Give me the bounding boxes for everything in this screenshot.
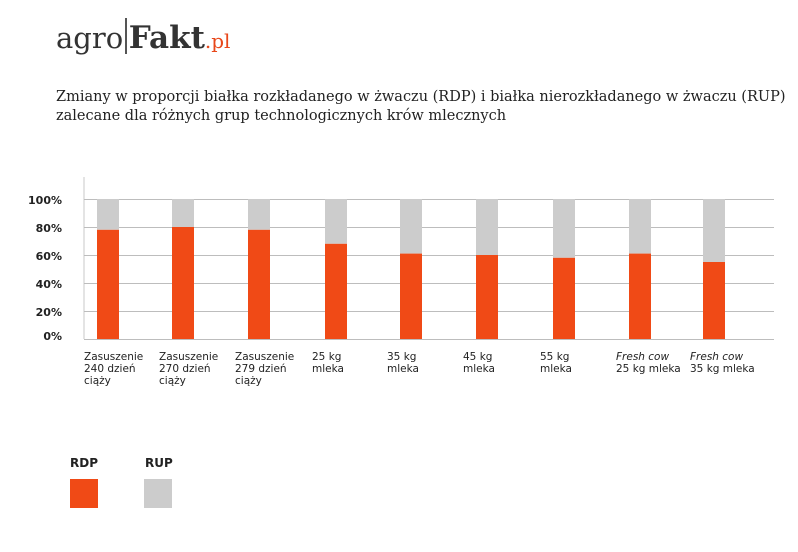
logo-fakt: Fakt xyxy=(128,20,205,56)
x-category-label: Zasuszenie xyxy=(235,351,294,363)
x-category-label: ciąży xyxy=(235,375,262,387)
x-category-label: 240 dzień xyxy=(84,363,136,375)
logo-agro: agro xyxy=(56,21,124,55)
logo-separator xyxy=(125,18,127,54)
x-category-label: Zasuszenie xyxy=(84,351,143,363)
x-category-label: mleka xyxy=(312,363,344,375)
bar-rup xyxy=(248,199,270,230)
bar-rup xyxy=(629,199,651,254)
y-tick-label: 100% xyxy=(28,194,62,207)
logo-pl: .pl xyxy=(204,29,231,53)
chart-title: Zmiany w proporcji białka rozkładanego w… xyxy=(56,88,786,126)
bar-rup xyxy=(325,199,347,244)
x-category-label: mleka xyxy=(540,363,572,375)
legend-swatch-rup xyxy=(144,479,172,508)
x-category-label: 45 kg xyxy=(463,351,492,363)
x-category-label: Fresh cow xyxy=(690,351,743,363)
x-category-label: 25 kg xyxy=(312,351,341,363)
legend-swatch-rdp xyxy=(70,479,98,508)
chart-title-line-2: zalecane dla różnych grup technologiczny… xyxy=(56,108,507,124)
bar-rup xyxy=(172,199,194,227)
x-category-label: 270 dzień xyxy=(159,363,211,375)
chart-title-line-1: Zmiany w proporcji białka rozkładanego w… xyxy=(56,89,786,105)
x-category-label: Fresh cow xyxy=(616,351,669,363)
y-tick-label: 40% xyxy=(36,278,62,291)
bar-rdp xyxy=(325,243,347,339)
x-category-label: 279 dzień xyxy=(235,363,287,375)
bar-rdp xyxy=(248,229,270,339)
legend-label-rdp: RDP xyxy=(70,456,98,470)
y-tick-label: 80% xyxy=(36,222,62,235)
bar-rdp xyxy=(400,253,422,339)
x-category-label: mleka xyxy=(463,363,495,375)
bar-rup xyxy=(476,199,498,255)
bar-rdp xyxy=(703,262,725,339)
bar-rdp xyxy=(172,227,194,339)
x-category-label: mleka xyxy=(387,363,419,375)
x-category-label: 35 kg xyxy=(387,351,416,363)
bar-rup xyxy=(703,199,725,262)
x-category-label: 35 kg mleka xyxy=(690,363,755,375)
bar-rdp xyxy=(553,257,575,339)
y-tick-label: 20% xyxy=(36,306,62,319)
x-category-label: ciąży xyxy=(159,375,186,387)
bar-rup xyxy=(400,199,422,254)
x-category-label: 25 kg mleka xyxy=(616,363,681,375)
x-category-label: Zasuszenie xyxy=(159,351,218,363)
bar-rdp xyxy=(97,229,119,339)
legend-label-rup: RUP xyxy=(145,456,173,470)
bar-rdp xyxy=(629,253,651,339)
bar-rup xyxy=(97,199,119,230)
bar-rdp xyxy=(476,255,498,339)
x-category-label: 55 kg xyxy=(540,351,569,363)
y-tick-label: 0% xyxy=(43,330,62,343)
bar-rup xyxy=(553,199,575,258)
logo: agro Fakt.pl xyxy=(56,18,230,62)
y-tick-label: 60% xyxy=(36,250,62,263)
x-category-label: ciąży xyxy=(84,375,111,387)
